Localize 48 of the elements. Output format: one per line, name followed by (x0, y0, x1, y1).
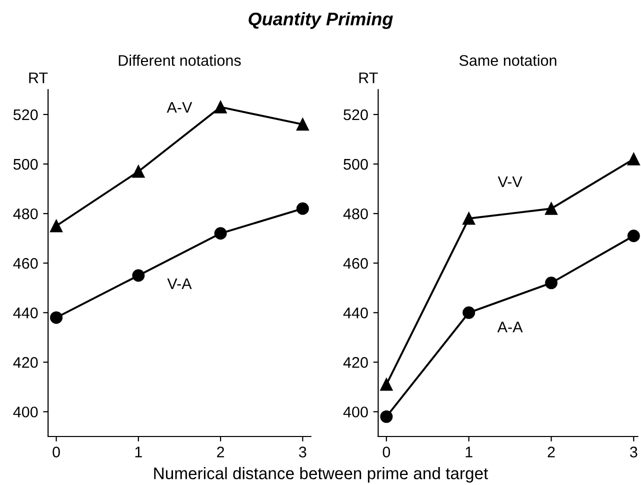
y-tick-label: 440 (343, 308, 368, 318)
series-label: V-V (498, 176, 522, 187)
point (627, 152, 640, 166)
point (462, 212, 476, 225)
y-tick-label: 520 (344, 109, 368, 120)
point (50, 220, 63, 232)
series-label: V-A (167, 278, 192, 289)
point (214, 100, 227, 114)
x-axis-title: Numerical distance between prime and target (154, 467, 488, 483)
point (132, 165, 145, 178)
chart-subtitle: Same notation (459, 54, 556, 66)
y-tick-label: 400 (343, 406, 368, 418)
point (462, 306, 476, 319)
y-axis-title: RT (359, 72, 378, 84)
point (50, 311, 63, 324)
x-tick-label: 2 (217, 446, 224, 458)
y-tick-label: 460 (343, 258, 368, 269)
x-tick-label: 3 (630, 446, 638, 458)
y-tick-label: 460 (13, 258, 38, 269)
series-label: A-V (166, 102, 192, 113)
y-tick-label: 440 (13, 308, 38, 318)
chart-title: Quantity Priming (248, 12, 393, 29)
point (545, 202, 558, 215)
point (627, 230, 640, 242)
y-tick-label: 400 (13, 406, 38, 418)
series-label: A-A (497, 322, 523, 332)
y-tick-label: 500 (13, 158, 38, 170)
point (380, 410, 393, 423)
y-tick-label: 420 (343, 357, 368, 368)
x-tick-label: 0 (382, 446, 390, 458)
x-tick-label: 0 (52, 446, 60, 458)
x-tick-label: 2 (548, 446, 555, 458)
x-tick-label: 1 (466, 446, 472, 458)
y-tick-label: 480 (13, 208, 38, 220)
point (380, 378, 393, 391)
y-tick-label: 480 (343, 208, 368, 220)
y-axis-title: RT (29, 72, 48, 84)
point (132, 269, 145, 282)
y-tick-label: 520 (13, 109, 38, 120)
point (214, 227, 227, 240)
x-tick-label: 3 (299, 446, 306, 458)
point (296, 202, 309, 215)
chart-subtitle: Different notations (118, 54, 241, 66)
y-tick-label: 500 (344, 158, 368, 170)
y-tick-label: 420 (13, 357, 38, 368)
point (296, 118, 309, 131)
x-tick-label: 1 (135, 446, 142, 458)
point (545, 276, 558, 290)
